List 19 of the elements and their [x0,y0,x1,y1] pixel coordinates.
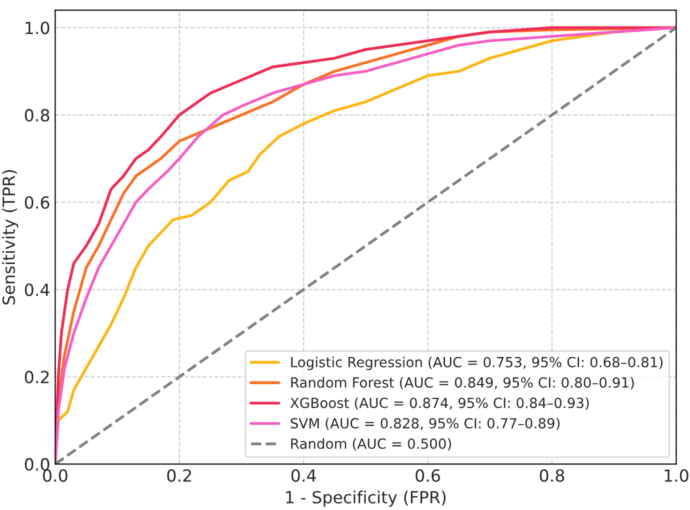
legend-label: SVM (AUC = 0.828, 95% CI: 0.77–0.89) [290,418,560,430]
legend-label: Random (AUC = 0.500) [291,438,451,451]
x-tick-label: 0.6 [416,469,440,482]
y-tick-label: 0.0 [24,458,50,471]
legend-label: Random Forest (AUC = 0.849, 95% CI: 0.80–0.91) [291,377,634,390]
y-tick-label: 1.0 [26,22,50,34]
legend-label: Logistic Regression (AUC = 0.753, 95% CI: 0.68–0.81) [291,356,663,370]
y-tick-label: 0.2 [24,370,49,384]
x-tick-label: 0.0 [43,469,68,482]
x-tick-label: 0.2 [167,469,191,482]
y-tick-label: 0.6 [24,196,50,209]
x-tick-label: 1.0 [664,469,688,482]
y-axis-title: Sensitivity (TPR) [2,170,18,304]
y-tick-label: 0.8 [24,108,50,122]
x-axis-title: 1 - Specificity (FPR) [286,490,446,507]
x-tick-label: 0.4 [291,469,316,482]
x-tick-label: 0.8 [540,469,564,482]
legend-label: XGBoost (AUC = 0.874, 95% CI: 0.84–0.93) [290,397,589,410]
y-tick-label: 0.4 [24,283,50,296]
